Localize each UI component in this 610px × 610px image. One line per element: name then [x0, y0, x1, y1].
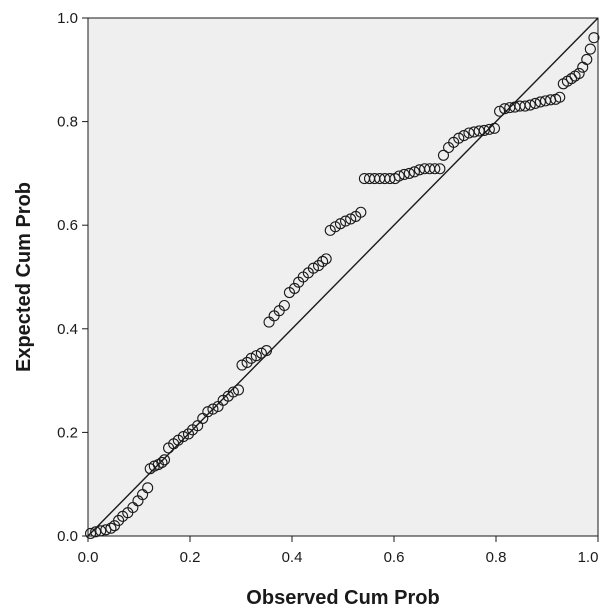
data-point: [408, 166, 420, 178]
data-point: [232, 384, 244, 396]
data-point: [453, 132, 465, 144]
data-point: [192, 420, 204, 432]
data-point: [158, 454, 171, 466]
data-point: [288, 282, 301, 294]
y-tick-label: 0.0: [57, 528, 78, 545]
data-point: [458, 130, 470, 142]
data-point: [554, 91, 566, 103]
data-point: [437, 149, 450, 161]
data-point: [483, 123, 495, 135]
data-point: [85, 527, 97, 539]
y-tick-label: 1.0: [57, 10, 78, 27]
data-point: [565, 73, 578, 85]
data-point: [278, 299, 290, 312]
y-axis-title: Expected Cum Prob: [13, 182, 35, 372]
axis-ticks: 0.0 0.2 0.4 0.6 0.8 1.0 0.0 0.2 0.4 0.6 0.8 1.0: [57, 10, 599, 566]
data-point: [182, 428, 195, 440]
y-tick-label: 0.6: [57, 217, 78, 234]
data-point: [463, 127, 475, 139]
data-point: [320, 253, 332, 265]
data-point: [398, 168, 410, 180]
data-point: [345, 213, 357, 225]
x-tick-label: 0.6: [384, 549, 405, 566]
data-point: [393, 170, 405, 182]
data-point: [90, 526, 102, 538]
data-point: [105, 522, 117, 534]
data-point: [355, 206, 367, 218]
data-point: [307, 262, 319, 274]
data-point: [584, 43, 596, 55]
data-point: [434, 163, 446, 175]
x-axis-title: Observed Cum Prob: [246, 587, 439, 609]
data-point: [312, 260, 325, 272]
data-point: [156, 456, 168, 468]
data-point: [403, 167, 415, 179]
data-point: [250, 350, 262, 362]
data-point: [478, 124, 490, 136]
data-point: [207, 403, 219, 415]
data-point: [142, 482, 154, 494]
data-point: [429, 163, 441, 175]
data-point: [260, 345, 273, 357]
y-tick-label: 0.4: [57, 321, 78, 338]
data-point: [339, 215, 352, 227]
data-point: [494, 105, 506, 117]
data-point: [334, 218, 347, 230]
x-tick-label: 0.2: [180, 549, 201, 566]
data-point: [317, 255, 329, 268]
data-point: [245, 352, 257, 364]
plot-frame: [87, 17, 599, 537]
data-point: [534, 96, 546, 108]
data-point: [177, 430, 189, 443]
data-point: [255, 347, 267, 359]
x-tick-label: 1.0: [578, 549, 599, 566]
data-point: [519, 100, 531, 112]
x-tick-label: 0.8: [486, 549, 507, 566]
data-point: [581, 53, 593, 65]
data-point: [488, 122, 501, 134]
data-point: [529, 97, 541, 110]
data-point: [113, 514, 125, 527]
x-tick-label: 0.0: [78, 549, 99, 566]
data-point: [524, 99, 536, 111]
data-point: [236, 359, 248, 371]
data-points: [85, 32, 600, 539]
y-tick-label: 0.2: [57, 424, 78, 441]
data-point: [202, 406, 214, 418]
data-point: [241, 356, 253, 369]
x-tick-label: 0.4: [282, 549, 303, 566]
data-point: [227, 386, 239, 398]
y-tick-label: 0.8: [57, 114, 78, 131]
data-point: [588, 32, 600, 44]
data-point: [573, 67, 585, 79]
